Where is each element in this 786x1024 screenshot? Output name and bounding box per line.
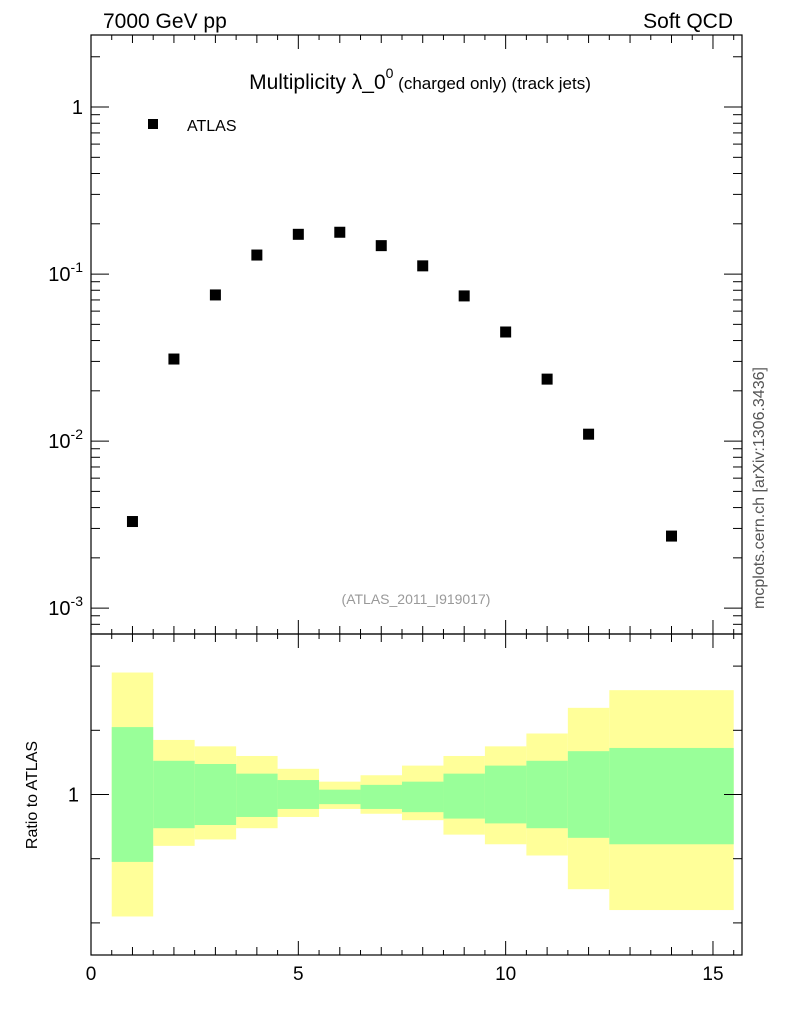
header-left: 7000 GeV pp	[103, 10, 227, 33]
inner-band-bin-5	[277, 780, 320, 809]
data-point-5	[292, 228, 304, 240]
inner-band-bin-11	[526, 760, 568, 829]
plot-title-superscript: 0	[386, 65, 394, 81]
y-tick-label-3: 10-1	[48, 259, 83, 286]
y-tick-label-1: 10-3	[48, 593, 83, 620]
data-point-4	[251, 249, 263, 261]
data-point-6	[334, 226, 346, 238]
x-tick-label-2: 5	[293, 964, 304, 985]
data-point-12	[583, 428, 595, 440]
analysis-annotation: (ATLAS_2011_I919017)	[342, 591, 491, 607]
data-point-2	[168, 353, 180, 365]
data-point-1	[126, 516, 138, 528]
x-tick-label-4: 15	[702, 964, 723, 985]
plot-title: Multiplicity λ_00 (charged only) (track …	[249, 65, 591, 94]
y-tick-label-2: 10-2	[48, 426, 83, 453]
inner-band-bin-13	[609, 747, 734, 845]
inner-band-bin-1	[111, 727, 154, 862]
main-plot-panel: 10-3 10-2 10-1 1 Multiplicity λ_00 (charged…	[48, 34, 743, 635]
ratio-plot-panel: 10 5 10 15 Ratio to ATLAS	[24, 633, 743, 985]
inner-band-bin-6	[319, 789, 361, 805]
x-tick-label-1: 0	[86, 964, 97, 985]
plot-title-suffix: (charged only) (track jets)	[393, 74, 590, 93]
data-point-9	[458, 290, 470, 302]
legend-label: ATLAS	[187, 118, 237, 135]
data-point-8	[417, 260, 429, 272]
inner-band-bin-10	[484, 765, 527, 824]
inner-band-bin-2	[153, 760, 195, 829]
side-label: mcplots.cern.ch [arXiv:1306.3436]	[751, 367, 768, 609]
inner-band-bin-12	[567, 751, 610, 838]
legend-marker	[148, 119, 158, 129]
inner-band-bin-9	[443, 773, 485, 819]
ratio-y-tick-label-1: 1	[68, 785, 79, 807]
data-point-7	[375, 240, 387, 252]
data-point-3	[209, 289, 221, 301]
x-tick-label-3: 10	[495, 964, 516, 985]
inner-band-bin-8	[401, 781, 444, 813]
data-point-10	[500, 326, 512, 338]
inner-band-bin-4	[236, 773, 278, 817]
data-point-13	[666, 530, 678, 542]
plot-title-main: Multiplicity λ_0	[249, 71, 386, 94]
inner-band-bin-7	[360, 784, 402, 809]
y-tick-label-4: 1	[72, 97, 83, 119]
data-point-11	[541, 373, 553, 385]
inner-band-bin-3	[194, 764, 237, 825]
ratio-plot-frame	[90, 633, 743, 956]
ratio-y-axis-label: Ratio to ATLAS	[24, 741, 41, 849]
header-right: Soft QCD	[643, 10, 733, 33]
